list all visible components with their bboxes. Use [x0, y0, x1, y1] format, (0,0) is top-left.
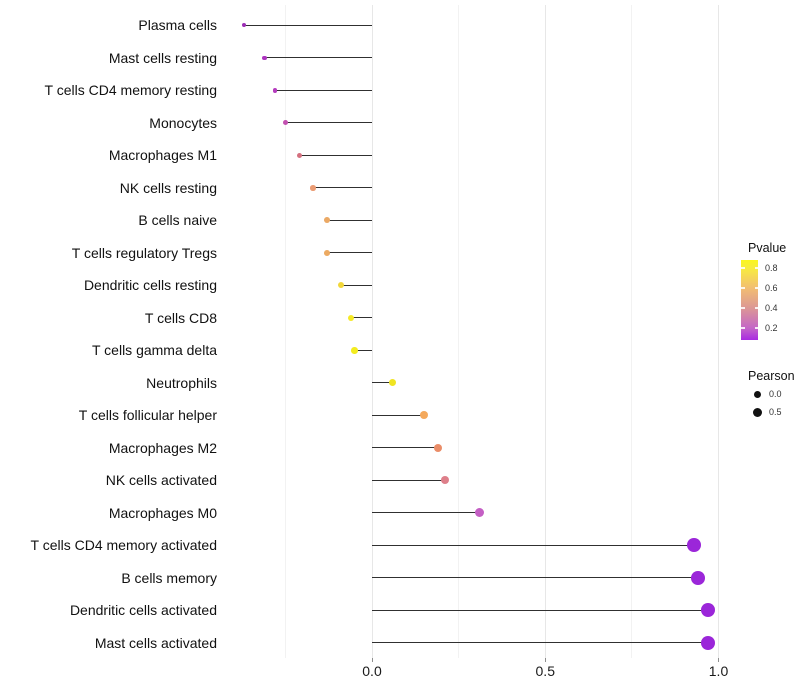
row-label: Mast cells resting: [108, 49, 217, 66]
x-tick-label: 0.5: [535, 663, 555, 679]
major-gridline: [544, 5, 546, 658]
lollipop-dot: [687, 538, 702, 553]
colorbar-tick-label: 0.4: [765, 303, 778, 313]
colorbar-tick: [754, 327, 758, 329]
colorbar-tick-label: 0.8: [765, 263, 778, 273]
lollipop-stem: [372, 382, 393, 384]
pearson-legend-dot: [753, 390, 761, 398]
lollipop-stem: [326, 219, 372, 221]
lollipop-dot: [262, 55, 267, 61]
colorbar-tick-label: 0.6: [765, 283, 778, 293]
lollipop-stem: [243, 24, 372, 26]
lollipop-dot: [420, 411, 428, 420]
row-label: Dendritic cells resting: [83, 277, 217, 294]
lollipop-dot: [296, 152, 302, 158]
row-label: B cells naive: [138, 212, 217, 229]
row-label: Macrophages M0: [108, 504, 217, 521]
lollipop-stem: [313, 187, 372, 189]
row-label: Neutrophils: [146, 374, 217, 391]
lollipop-dot: [701, 635, 716, 650]
minor-gridline: [458, 5, 460, 658]
minor-gridline: [284, 5, 286, 658]
lollipop-stem: [372, 447, 438, 449]
lollipop-dot: [433, 443, 442, 452]
row-label: T cells CD4 memory activated: [30, 537, 217, 554]
x-tick-label: 1.0: [708, 663, 729, 679]
row-label: T cells follicular helper: [78, 407, 217, 424]
lollipop-stem: [285, 122, 372, 124]
major-gridline: [371, 5, 373, 658]
lollipop-dot: [272, 87, 278, 93]
row-label: Monocytes: [149, 114, 217, 131]
x-axis-tick: [718, 658, 719, 662]
row-label: T cells CD8: [144, 309, 217, 326]
lollipop-stem: [340, 284, 372, 286]
lollipop-stem: [372, 479, 445, 481]
row-label: Mast cells activated: [94, 634, 217, 651]
lollipop-stem: [299, 154, 372, 156]
colorbar-tick: [754, 307, 758, 309]
lollipop-stem: [354, 349, 372, 351]
lollipop-dot: [324, 249, 330, 256]
lollipop-dot: [474, 508, 484, 518]
lollipop-stem: [372, 577, 698, 579]
major-gridline: [718, 5, 719, 658]
colorbar-tick-label: 0.2: [765, 323, 778, 333]
row-label: Plasma cells: [138, 17, 217, 34]
row-label: T cells regulatory Tregs: [71, 244, 217, 261]
pearson-legend-label: 0.5: [769, 407, 782, 417]
pvalue-legend-title: Pvalue: [748, 241, 787, 255]
row-label: NK cells activated: [105, 472, 217, 489]
lollipop-dot: [241, 23, 246, 28]
row-label: Dendritic cells activated: [69, 602, 217, 619]
lollipop-stem: [372, 414, 424, 416]
colorbar-tick: [741, 287, 745, 289]
lollipop-dot: [690, 570, 705, 585]
lollipop-dot: [337, 282, 344, 289]
lollipop-stem: [264, 57, 372, 59]
x-axis-tick: [544, 658, 546, 662]
lollipop-stem: [372, 512, 480, 514]
lollipop-stem: [372, 609, 709, 611]
lollipop-dot: [440, 476, 449, 485]
lollipop-stem: [351, 317, 372, 319]
lollipop-dot: [389, 379, 397, 387]
lollipop-stem: [326, 252, 372, 254]
minor-gridline: [631, 5, 633, 658]
colorbar-tick: [754, 287, 758, 289]
row-label: Macrophages M2: [108, 439, 217, 456]
row-label: T cells gamma delta: [91, 342, 217, 359]
row-label: B cells memory: [121, 569, 217, 586]
row-label: NK cells resting: [119, 179, 217, 196]
lollipop-dot: [701, 603, 716, 618]
pearson-legend-title: Pearson: [748, 369, 795, 383]
row-label: Macrophages M1: [108, 147, 217, 164]
lollipop-stem: [372, 544, 695, 546]
lollipop-stem: [372, 642, 709, 644]
pearson-legend-label: 0.0: [769, 389, 782, 399]
pvalue-colorbar: [741, 260, 758, 340]
lollipop-dot: [282, 120, 288, 126]
colorbar-tick: [741, 327, 745, 329]
colorbar-tick: [754, 267, 758, 269]
row-label: T cells CD4 memory resting: [44, 82, 217, 99]
lollipop-dot: [348, 314, 355, 321]
x-axis-tick: [371, 658, 373, 662]
x-tick-label: 0.0: [362, 663, 382, 679]
colorbar-tick: [741, 267, 745, 269]
lollipop-dot: [310, 185, 316, 191]
lollipop-stem: [274, 89, 372, 91]
lollipop-dot: [351, 347, 358, 354]
colorbar-tick: [741, 307, 745, 309]
pearson-legend-dot: [752, 407, 762, 417]
lollipop-dot: [324, 217, 330, 224]
